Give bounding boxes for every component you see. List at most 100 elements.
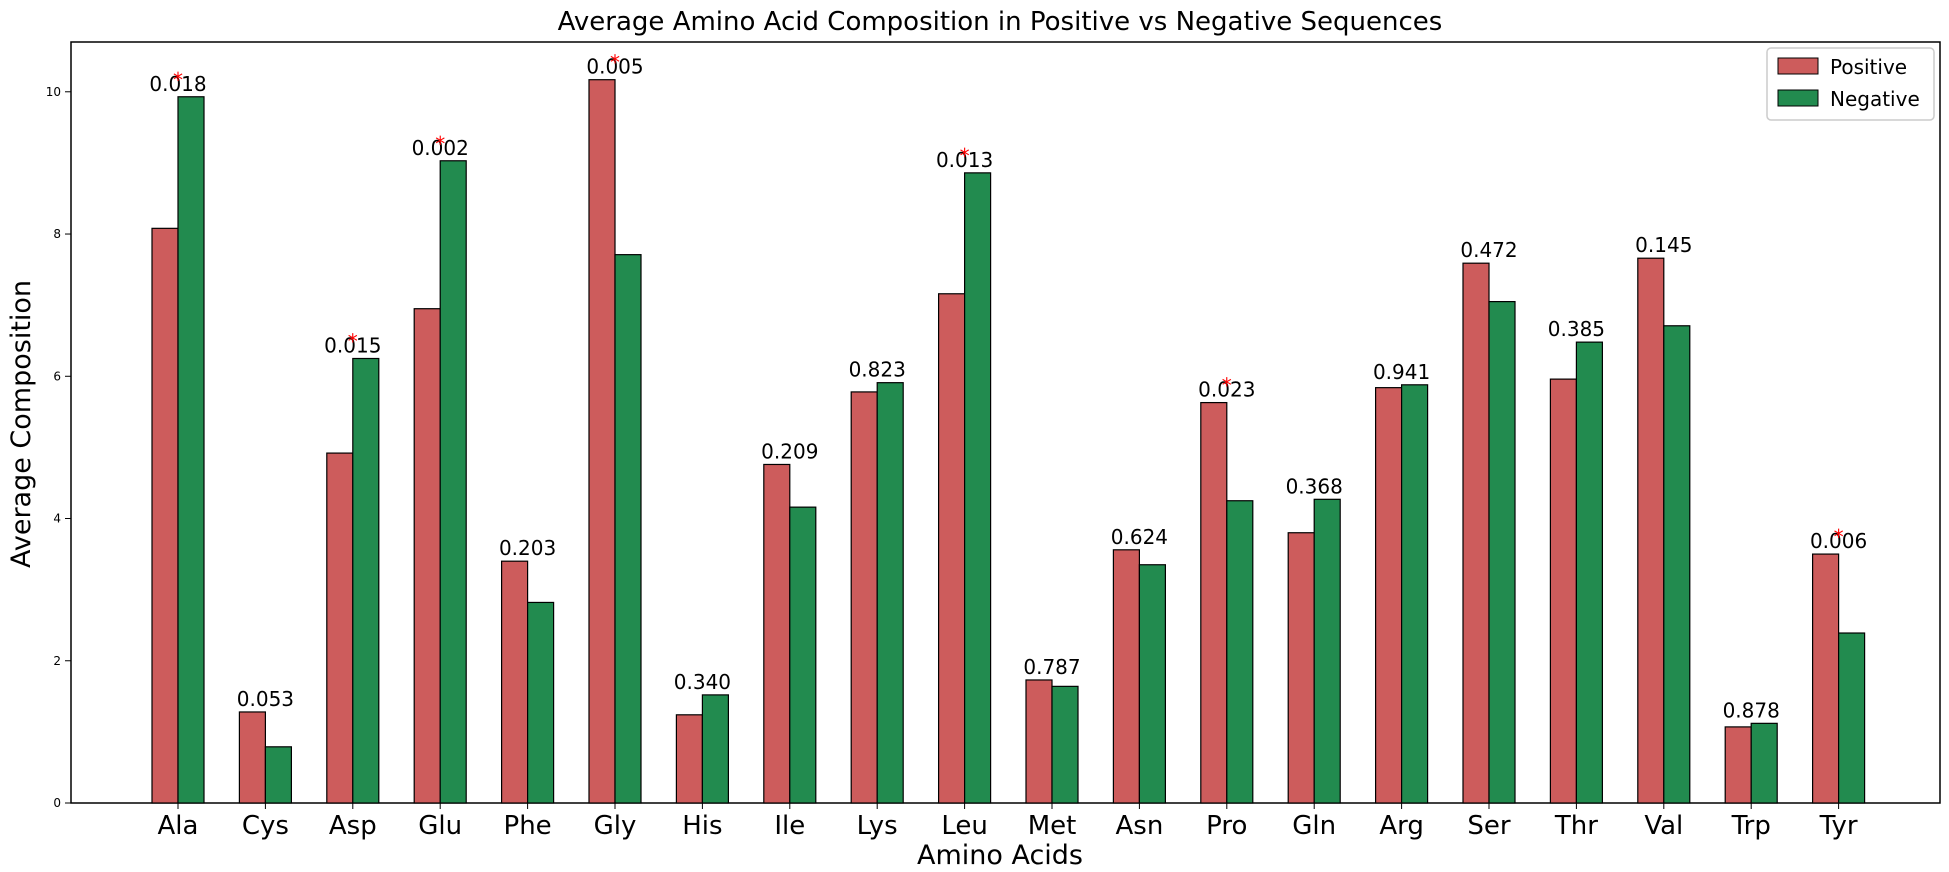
bar-positive-met (1025, 679, 1053, 804)
legend-label-positive: Positive (1830, 55, 1907, 79)
p-value-label-gln: 0.368 (1286, 474, 1343, 498)
x-tick-label-asn: Asn (1115, 811, 1163, 841)
bar-negative-tyr (1837, 632, 1866, 804)
p-value-label-glu: 0.002 (412, 136, 469, 160)
bar-positive-phe (501, 560, 529, 804)
p-value-label-asp: 0.015 (324, 333, 381, 357)
significance-star-asp: * (348, 329, 358, 353)
bar-negative-asn (1138, 564, 1167, 804)
x-tick-label-cys: Cys (242, 811, 289, 841)
bar-negative-lys (876, 382, 904, 804)
p-value-label-trp: 0.878 (1723, 698, 1780, 722)
x-tick-label-ala: Ala (158, 811, 199, 841)
x-tick-label-gln: Gln (1292, 811, 1336, 841)
bar-negative-gln (1313, 498, 1341, 804)
p-value-label-ala: 0.018 (149, 72, 206, 96)
plot-frame (70, 41, 1941, 804)
bar-positive-ser (1462, 262, 1490, 804)
significance-star-pro: * (1222, 374, 1232, 398)
significance-star-glu: * (435, 132, 445, 156)
p-value-label-tyr: 0.006 (1810, 529, 1867, 553)
p-value-label-lys: 0.823 (849, 358, 906, 382)
bar-positive-asp (326, 452, 354, 804)
bar-positive-arg (1374, 387, 1403, 804)
x-tick-label-ile: Ile (774, 811, 805, 841)
bar-negative-ala (177, 96, 205, 804)
bar-negative-arg (1400, 384, 1429, 804)
bar-negative-cys (264, 746, 292, 804)
bar-negative-ser (1488, 300, 1516, 804)
x-axis-label: Amino Acids (917, 840, 1083, 871)
p-value-label-ile: 0.209 (761, 439, 818, 463)
p-value-label-gly: 0.005 (586, 55, 643, 79)
significance-star-leu: * (960, 144, 970, 168)
bar-negative-pro (1226, 500, 1254, 804)
p-value-label-val: 0.145 (1635, 233, 1692, 257)
x-tick-label-trp: Trp (1731, 811, 1771, 841)
x-tick-label-his: His (682, 811, 722, 841)
x-tick-label-arg: Arg (1379, 811, 1424, 841)
p-value-label-met: 0.787 (1023, 655, 1080, 679)
p-value-label-leu: 0.013 (936, 148, 993, 172)
p-value-annotations: 0.018*0.0530.015*0.002*0.2030.005*0.3400… (149, 51, 1867, 723)
significance-star-gly: * (610, 51, 620, 75)
bar-positive-leu (937, 293, 966, 804)
bar-positive-tyr (1811, 553, 1840, 804)
legend-label-negative: Negative (1830, 87, 1920, 111)
bar-negative-thr (1575, 341, 1604, 804)
x-tick-label-met: Met (1028, 811, 1077, 841)
x-tick-label-val: Val (1644, 811, 1683, 841)
x-tick-label-pro: Pro (1206, 811, 1247, 841)
y-tick-label: 0 (53, 796, 61, 810)
bar-positive-gly (588, 79, 616, 804)
x-tick-label-lys: Lys (857, 811, 898, 841)
bar-negative-val (1663, 325, 1691, 804)
significance-star-tyr: * (1834, 525, 1844, 549)
x-tick-label-asp: Asp (329, 811, 377, 841)
x-tick-label-leu: Leu (941, 811, 988, 841)
bar-negative-asp (352, 357, 380, 804)
bar-positive-trp (1724, 726, 1752, 804)
bar-positive-asn (1112, 549, 1141, 804)
y-tick-label: 8 (53, 227, 61, 241)
bar-positive-lys (850, 391, 878, 804)
bar-negative-gly (614, 254, 642, 804)
bar-negative-trp (1750, 722, 1778, 804)
y-axis-label: Average Composition (6, 280, 37, 568)
x-tick-label-ser: Ser (1467, 811, 1511, 841)
x-axis: Ala Cys Asp Glu Phe Gly His Ile Lys Leu Met Asn Pro G… (158, 803, 1858, 841)
p-value-label-asn: 0.624 (1111, 525, 1168, 549)
bar-negative-glu (439, 160, 467, 804)
bar-negative-ile (789, 506, 817, 804)
p-value-label-phe: 0.203 (499, 536, 556, 560)
p-value-label-pro: 0.023 (1198, 378, 1255, 402)
p-value-label-his: 0.340 (674, 670, 731, 694)
bar-positive-thr (1549, 378, 1578, 804)
y-tick-label: 10 (46, 85, 61, 99)
x-tick-label-thr: Thr (1554, 811, 1598, 841)
bar-positive-gln (1287, 532, 1315, 804)
x-tick-label-glu: Glu (418, 811, 462, 841)
bar-positive-val (1637, 257, 1665, 804)
bar-positive-ile (763, 463, 791, 804)
y-axis: 0 2 4 6 8 10 (46, 85, 71, 810)
y-tick-label: 4 (53, 512, 61, 526)
bars (151, 79, 1866, 804)
legend-swatch-positive (1777, 57, 1819, 75)
legend-swatch-negative (1777, 89, 1819, 107)
bar-negative-his (701, 694, 730, 804)
x-tick-label-phe: Phe (504, 811, 552, 841)
bar-negative-phe (526, 601, 555, 804)
significance-star-ala: * (173, 68, 183, 92)
legend: Positive Negative (1766, 47, 1935, 121)
bar-positive-pro (1200, 401, 1228, 804)
p-value-label-cys: 0.053 (237, 687, 294, 711)
bar-positive-ala (151, 227, 179, 804)
bar-positive-his (675, 714, 704, 804)
p-value-label-thr: 0.385 (1548, 317, 1605, 341)
p-value-label-ser: 0.472 (1460, 238, 1517, 262)
p-value-label-arg: 0.941 (1373, 360, 1430, 384)
bar-positive-cys (238, 711, 266, 804)
